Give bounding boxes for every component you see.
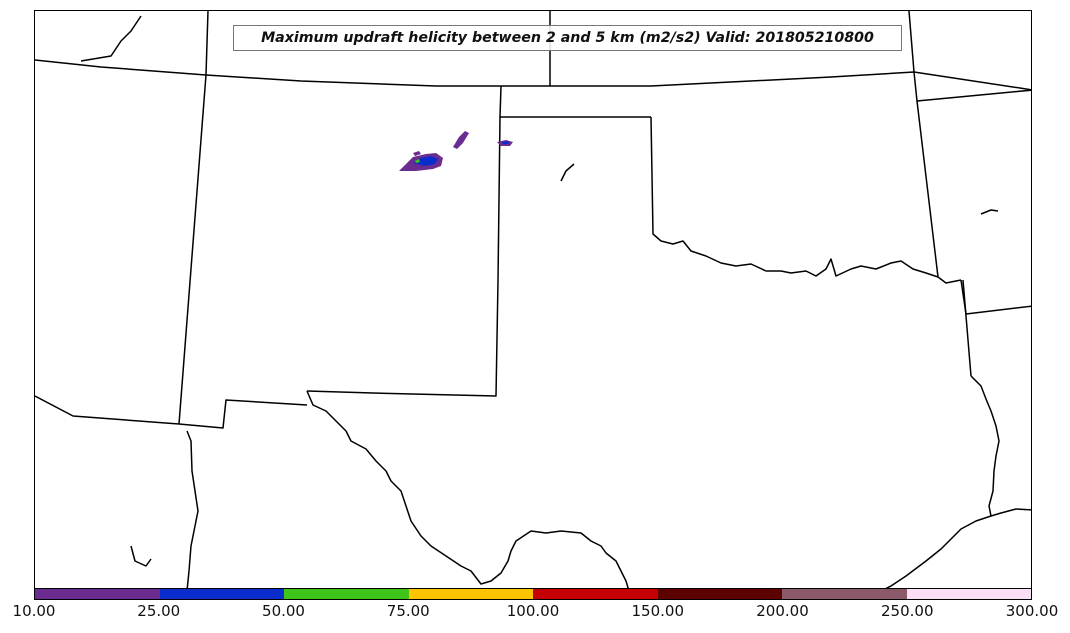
colorbar-tick-label: 50.00 — [262, 602, 305, 620]
state-border-ut-co — [178, 74, 207, 425]
state-border-mo-ar — [960, 279, 1031, 315]
state-border-co-ne — [35, 59, 1031, 91]
colorbar-tick-label: 300.00 — [1005, 602, 1059, 620]
colorbar-segment — [533, 589, 658, 599]
helicity-cell-center — [415, 159, 420, 163]
colorbar-segment — [906, 589, 1031, 599]
colorbar-tick-label: 250.00 — [881, 602, 934, 620]
state-border-ar-la — [962, 279, 972, 377]
helicity-cell-ne — [453, 131, 469, 149]
state-border-nm-tx-ok — [306, 116, 501, 397]
helicity-cell-e-core — [502, 141, 509, 144]
state-border-ok-ks — [650, 116, 962, 284]
state-border-co-ks — [499, 85, 651, 118]
state-border-wy-co — [205, 11, 209, 76]
colorbar-tick-label: 10.00 — [12, 602, 56, 620]
colorbar-segment — [782, 589, 907, 599]
helicity-cells — [399, 131, 513, 171]
colorbar — [34, 588, 1032, 600]
state-border-ks-mo — [916, 100, 939, 278]
colorbar-tick-label: 150.00 — [631, 602, 685, 620]
helicity-cell-n — [413, 151, 421, 156]
baja-coast — [130, 545, 152, 567]
map-title: Maximum updraft helicity between 2 and 5… — [233, 25, 902, 51]
colorbar-segment — [284, 589, 409, 599]
lake-ok — [980, 209, 999, 215]
colorbar-tick-label: 25.00 — [137, 602, 181, 620]
colorbar-tick-label: 75.00 — [386, 602, 430, 620]
colorbar-tick-label: 200.00 — [756, 602, 809, 620]
colorbar-ticks: 10.00 25.00 50.00 75.00 100.00 150.00 200.00 25… — [0, 600, 1070, 630]
coastline-pacific-nw — [80, 15, 142, 62]
map-panel: Maximum updraft helicity between 2 and 5… — [34, 10, 1032, 600]
coastline-tx-gulf — [880, 515, 992, 592]
state-border-ia-mo — [908, 11, 1031, 102]
border-mexico-az — [186, 430, 199, 592]
colorbar-segment — [657, 589, 782, 599]
colorbar-segment — [408, 589, 533, 599]
colorbar-segment — [35, 589, 160, 599]
state-border-ca-az — [35, 395, 180, 425]
border-rio-grande — [306, 390, 630, 592]
colorbar-segment — [159, 589, 284, 599]
lake-nebraska — [560, 163, 575, 182]
map-svg — [35, 11, 1031, 592]
helicity-cell-core — [413, 156, 438, 166]
state-border-az-nm — [178, 399, 308, 429]
colorbar-tick-label: 100.00 — [506, 602, 560, 620]
coastline-tx-la — [970, 375, 1031, 517]
